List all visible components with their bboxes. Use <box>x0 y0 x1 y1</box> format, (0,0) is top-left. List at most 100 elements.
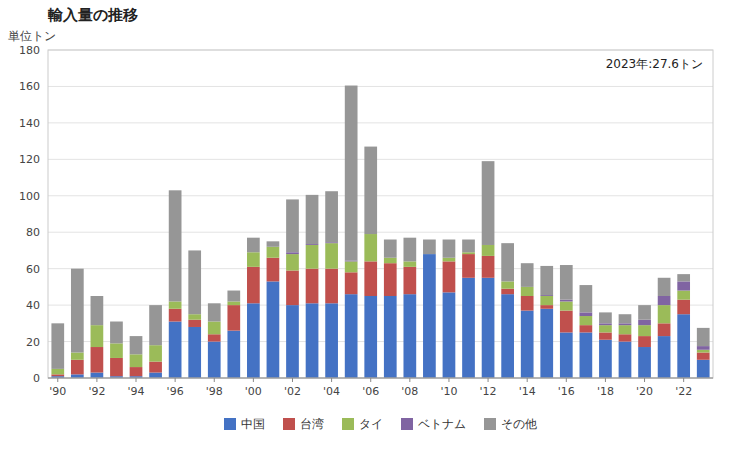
x-tick-label: '10 <box>440 385 457 398</box>
x-tick-label: '98 <box>206 385 223 398</box>
bar-segment <box>658 278 671 296</box>
bar-segment <box>91 325 104 347</box>
x-axis-line <box>48 378 713 379</box>
bar-segment <box>677 281 690 290</box>
bar-segment <box>560 265 573 300</box>
x-tick-label: '18 <box>597 385 614 398</box>
bar-segment <box>443 258 456 262</box>
bar-segment <box>130 336 143 354</box>
bar-segment <box>384 258 397 263</box>
bar-segment <box>599 340 612 378</box>
bar-segment <box>208 303 221 321</box>
x-tick-label: '94 <box>127 385 144 398</box>
grid-line <box>48 86 713 87</box>
bar-segment <box>697 350 710 353</box>
x-tick-label: '20 <box>636 385 653 398</box>
bar-segment <box>345 86 358 261</box>
bar-segment <box>501 294 514 378</box>
bar-segment <box>501 281 514 288</box>
x-tick <box>175 378 176 382</box>
y-tick-label: 60 <box>26 263 40 276</box>
bar-segment <box>658 296 671 305</box>
bar-segment <box>267 258 280 282</box>
x-tick <box>566 378 567 382</box>
bar-segment <box>482 245 495 256</box>
bar-segment <box>697 328 710 346</box>
x-tick <box>96 378 97 382</box>
x-tick-label: '90 <box>49 385 66 398</box>
bar-segment <box>91 347 104 373</box>
bar-segment <box>658 305 671 323</box>
bar-segment <box>51 374 64 376</box>
bar-segment <box>403 267 416 294</box>
bar-segment <box>306 269 319 304</box>
bar-segment <box>462 240 475 253</box>
legend-label: タイ <box>359 417 383 431</box>
x-tick-label: '14 <box>519 385 536 398</box>
bar-segment <box>403 261 416 266</box>
bar-segment <box>208 342 221 378</box>
bar-segment <box>364 261 377 296</box>
legend-item: 台湾 <box>283 417 324 431</box>
bar-segment <box>71 352 84 359</box>
bar-segment <box>384 240 397 258</box>
y-tick-label: 100 <box>19 190 40 203</box>
x-tick-label: '16 <box>558 385 575 398</box>
x-tick <box>605 378 606 382</box>
y-tick-label: 160 <box>19 80 40 93</box>
bar-segment <box>286 270 299 305</box>
bar-segment <box>267 281 280 378</box>
bar-segment <box>540 305 553 309</box>
x-tick <box>488 378 489 382</box>
legend-swatch <box>484 418 496 430</box>
bar-segment <box>71 360 84 375</box>
bar-segment <box>619 314 632 323</box>
bar-segment <box>345 261 358 272</box>
bar-segment <box>677 274 690 281</box>
bar-segment <box>697 346 710 350</box>
bar-segment <box>599 312 612 323</box>
bar-segment <box>521 287 534 296</box>
bar-segment <box>540 296 553 305</box>
bar-segment <box>462 254 475 278</box>
x-tick-label: '08 <box>401 385 418 398</box>
y-tick-label: 20 <box>26 336 40 349</box>
bar-segment <box>697 360 710 378</box>
bar-segment <box>677 314 690 378</box>
bar-segment <box>443 292 456 378</box>
y-tick-label: 0 <box>33 372 40 385</box>
y-tick-label: 80 <box>26 226 40 239</box>
bar-segment <box>188 314 201 319</box>
bar-segment <box>169 322 182 378</box>
bar-segment <box>345 272 358 294</box>
bar-segment <box>599 325 612 332</box>
bar-segment <box>247 238 260 253</box>
bar-segment <box>227 305 240 331</box>
bar-segment <box>169 309 182 322</box>
bar-segment <box>91 373 104 378</box>
bar-segment <box>443 261 456 292</box>
bar-segment <box>521 296 534 311</box>
x-tick <box>253 378 254 382</box>
bar-segment <box>658 323 671 336</box>
x-tick-label: '12 <box>480 385 497 398</box>
bar-segment <box>149 362 162 373</box>
legend-item: 中国 <box>224 417 265 431</box>
legend-label: 台湾 <box>300 417 324 431</box>
x-tick <box>57 378 58 382</box>
legend-swatch <box>342 418 354 430</box>
bar-segment <box>169 301 182 308</box>
legend-label: ベトナム <box>418 417 466 431</box>
bar-segment <box>560 332 573 378</box>
bar-segment <box>267 241 280 246</box>
bar-segment <box>580 332 593 378</box>
bar-segment <box>208 322 221 335</box>
bar-segment <box>619 342 632 378</box>
bar-segment <box>247 267 260 303</box>
bar-segment <box>697 352 710 359</box>
grid-line <box>48 195 713 196</box>
bar-segment <box>364 296 377 378</box>
bar-segment <box>619 323 632 325</box>
legend: 中国台湾タイベトナムその他 <box>224 417 537 431</box>
legend-swatch <box>283 418 295 430</box>
